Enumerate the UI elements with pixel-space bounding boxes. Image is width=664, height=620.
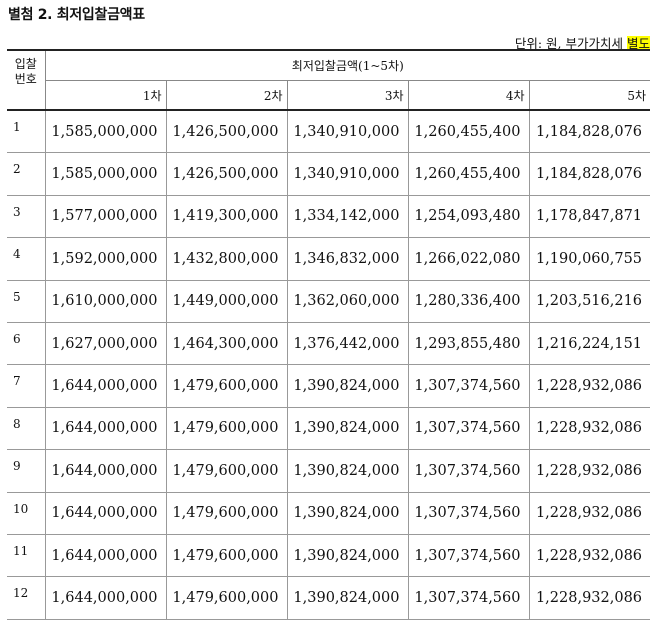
amount-cell: 1,644,000,000 [44, 449, 166, 493]
amount-cell: 1,260,455,400 [407, 110, 529, 154]
amount-cell: 1,307,374,560 [407, 407, 529, 451]
amount-cell: 1,184,828,076 [528, 110, 651, 154]
table-row: 8 1,644,000,000 1,479,600,000 1,390,824,000… [7, 407, 651, 451]
table-row: 9 1,644,000,000 1,479,600,000 1,390,824,000… [7, 449, 651, 493]
amount-cell: 1,644,000,000 [44, 364, 166, 408]
amount-cell: 1,479,600,000 [165, 492, 287, 535]
amount-cell: 1,390,824,000 [286, 534, 408, 578]
amount-cell: 1,464,300,000 [165, 322, 287, 366]
amount-cell: 1,426,500,000 [165, 110, 287, 154]
amount-cell: 1,644,000,000 [44, 407, 166, 451]
amount-cell: 1,280,336,400 [407, 280, 529, 323]
amount-cell: 1,334,142,000 [286, 195, 408, 239]
amount-cell: 1,228,932,086 [528, 534, 651, 578]
bid-number-header-line2: 번호 [14, 72, 37, 86]
amount-cell: 1,479,600,000 [165, 534, 287, 578]
unit-note-highlight: 별도 [626, 36, 650, 51]
amount-cell: 1,592,000,000 [44, 237, 166, 281]
column-header: 5차 [528, 80, 651, 111]
bid-number-cell: 2 [7, 152, 45, 196]
amount-cell: 1,307,374,560 [407, 576, 529, 620]
amount-cell: 1,627,000,000 [44, 322, 166, 366]
column-header-row: 1차 2차 3차 4차 5차 [7, 80, 651, 111]
amount-cell: 1,346,832,000 [286, 237, 408, 281]
amount-cell: 1,203,516,216 [528, 280, 651, 323]
bid-number-header-line1: 입찰 [14, 57, 37, 71]
amount-cell: 1,426,500,000 [165, 152, 287, 196]
amount-cell: 1,228,932,086 [528, 449, 651, 493]
amount-cell: 1,307,374,560 [407, 364, 529, 408]
document-title: 별첨 2. 최저입찰금액표 [8, 7, 145, 23]
unit-note: 단위: 원, 부가가치세 별도 [515, 33, 650, 52]
amount-cell: 1,390,824,000 [286, 407, 408, 451]
amount-cell: 1,479,600,000 [165, 407, 287, 451]
column-header: 3차 [286, 80, 408, 111]
table-row: 10 1,644,000,000 1,479,600,000 1,390,824,00… [7, 492, 651, 535]
bid-number-cell: 9 [7, 449, 45, 493]
amount-cell: 1,432,800,000 [165, 237, 287, 281]
amount-cell: 1,307,374,560 [407, 492, 529, 535]
amount-cell: 1,610,000,000 [44, 280, 166, 323]
amount-cell: 1,390,824,000 [286, 449, 408, 493]
amount-cell: 1,449,000,000 [165, 280, 287, 323]
amount-cell: 1,307,374,560 [407, 534, 529, 578]
amount-cell: 1,419,300,000 [165, 195, 287, 239]
bid-number-cell: 6 [7, 322, 45, 366]
amount-cell: 1,254,093,480 [407, 195, 529, 239]
amount-cell: 1,644,000,000 [44, 576, 166, 620]
amount-cell: 1,376,442,000 [286, 322, 408, 366]
amount-cell: 1,390,824,000 [286, 576, 408, 620]
bid-number-cell: 10 [7, 492, 45, 535]
table-row: 2 1,585,000,000 1,426,500,000 1,340,910,000… [7, 152, 651, 196]
table-row: 12 1,644,000,000 1,479,600,000 1,390,824,00… [7, 576, 651, 620]
bid-number-cell: 11 [7, 534, 45, 578]
amount-cell: 1,479,600,000 [165, 576, 287, 620]
table-row: 3 1,577,000,000 1,419,300,000 1,334,142,000… [7, 195, 651, 239]
amount-cell: 1,178,847,871 [528, 195, 651, 239]
group-header: 최저입찰금액(1~5차) [44, 49, 651, 81]
amount-cell: 1,340,910,000 [286, 152, 408, 196]
amount-cell: 1,190,060,755 [528, 237, 651, 281]
amount-cell: 1,585,000,000 [44, 110, 166, 154]
bid-number-header: 입찰 번호 [7, 49, 45, 111]
bid-number-cell: 12 [7, 576, 45, 620]
column-header: 4차 [407, 80, 529, 111]
bid-number-cell: 3 [7, 195, 45, 239]
amount-cell: 1,479,600,000 [165, 449, 287, 493]
amount-cell: 1,307,374,560 [407, 449, 529, 493]
amount-cell: 1,228,932,086 [528, 407, 651, 451]
column-header: 2차 [165, 80, 287, 111]
amount-cell: 1,293,855,480 [407, 322, 529, 366]
unit-note-text: 단위: 원, 부가가치세 [514, 36, 623, 51]
table-row: 6 1,627,000,000 1,464,300,000 1,376,442,000… [7, 322, 651, 366]
bid-number-cell: 8 [7, 407, 45, 451]
amount-cell: 1,390,824,000 [286, 492, 408, 535]
bid-number-cell: 4 [7, 237, 45, 281]
amount-cell: 1,260,455,400 [407, 152, 529, 196]
amount-cell: 1,266,022,080 [407, 237, 529, 281]
amount-cell: 1,644,000,000 [44, 492, 166, 535]
column-header: 1차 [44, 80, 166, 111]
amount-cell: 1,228,932,086 [528, 576, 651, 620]
amount-cell: 1,340,910,000 [286, 110, 408, 154]
amount-cell: 1,577,000,000 [44, 195, 166, 239]
amount-cell: 1,216,224,151 [528, 322, 651, 366]
amount-cell: 1,390,824,000 [286, 364, 408, 408]
amount-cell: 1,362,060,000 [286, 280, 408, 323]
amount-cell: 1,228,932,086 [528, 492, 651, 535]
bid-number-cell: 1 [7, 110, 45, 154]
amount-cell: 1,644,000,000 [44, 534, 166, 578]
table-row: 1 1,585,000,000 1,426,500,000 1,340,910,000… [7, 110, 651, 154]
table-row: 11 1,644,000,000 1,479,600,000 1,390,824,00… [7, 534, 651, 578]
table-row: 5 1,610,000,000 1,449,000,000 1,362,060,000… [7, 280, 651, 323]
table-row: 4 1,592,000,000 1,432,800,000 1,346,832,000… [7, 237, 651, 281]
amount-cell: 1,184,828,076 [528, 152, 651, 196]
amount-cell: 1,585,000,000 [44, 152, 166, 196]
amount-cell: 1,228,932,086 [528, 364, 651, 408]
amount-cell: 1,479,600,000 [165, 364, 287, 408]
table-row: 7 1,644,000,000 1,479,600,000 1,390,824,000… [7, 364, 651, 408]
minimum-bid-table: 입찰 번호 최저입찰금액(1~5차) 1차 2차 3차 4차 5차 1 1,585… [7, 49, 651, 620]
bid-number-cell: 5 [7, 280, 45, 323]
bid-number-cell: 7 [7, 364, 45, 408]
